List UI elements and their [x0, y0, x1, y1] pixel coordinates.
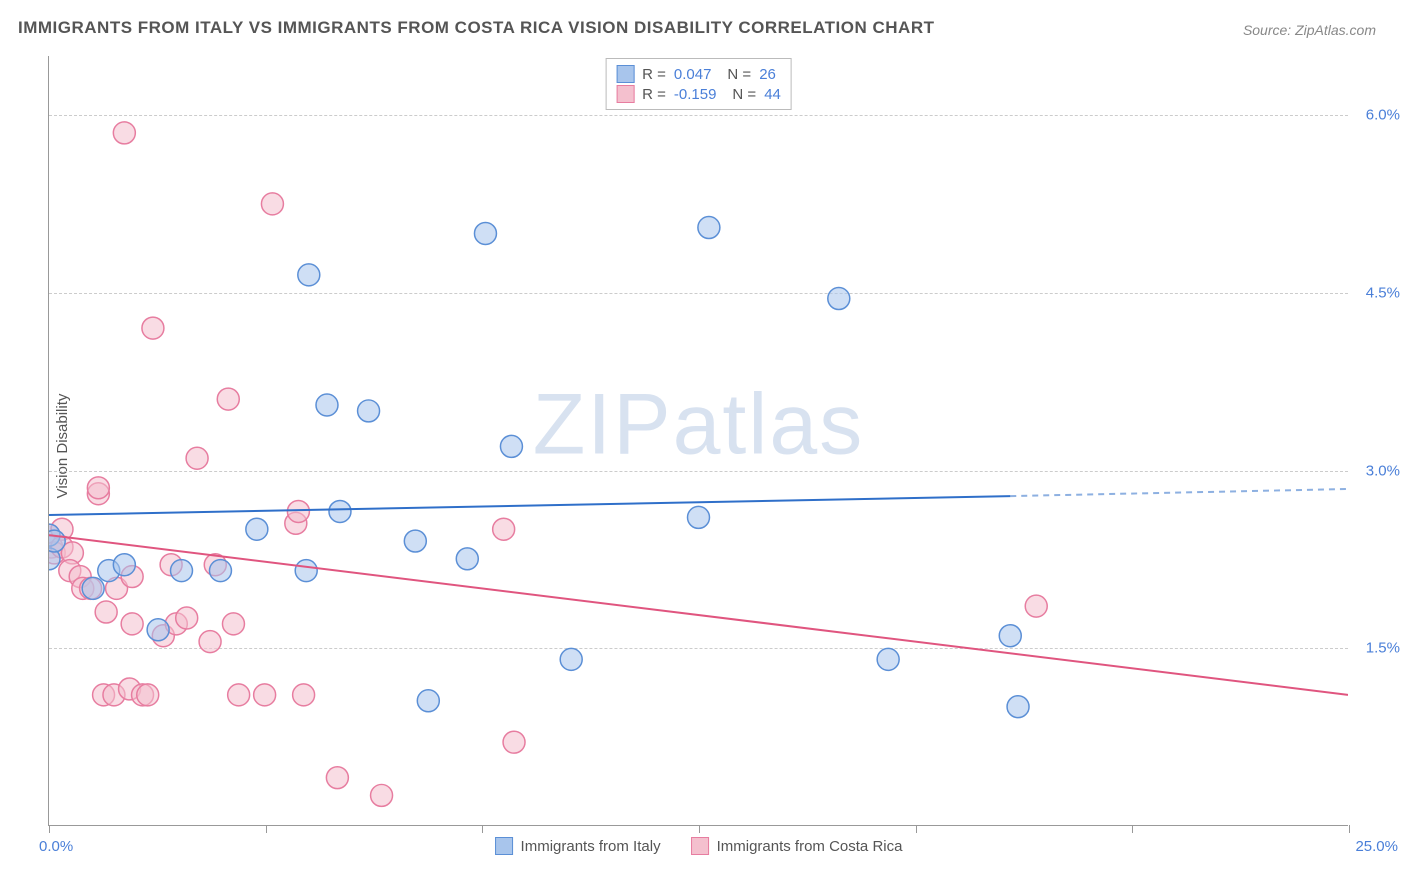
- data-point: [417, 690, 439, 712]
- data-point: [560, 648, 582, 670]
- data-point: [121, 613, 143, 635]
- data-point: [500, 435, 522, 457]
- data-point: [1025, 595, 1047, 617]
- data-point: [246, 518, 268, 540]
- data-point: [295, 560, 317, 582]
- x-tick: [266, 825, 267, 833]
- data-point: [186, 447, 208, 469]
- data-point: [113, 122, 135, 144]
- legend-n-label: N =: [727, 66, 751, 83]
- source-attribution: Source: ZipAtlas.com: [1243, 22, 1376, 38]
- data-point: [199, 631, 221, 653]
- data-point: [371, 784, 393, 806]
- trendline-italy-extrapolated: [1010, 489, 1348, 496]
- data-point: [999, 625, 1021, 647]
- x-tick: [49, 825, 50, 833]
- data-point: [113, 554, 135, 576]
- legend-r-label: R =: [642, 86, 666, 103]
- data-point: [828, 288, 850, 310]
- data-point: [254, 684, 276, 706]
- y-tick-label: 3.0%: [1366, 462, 1400, 479]
- data-point: [137, 684, 159, 706]
- data-point: [287, 500, 309, 522]
- data-point: [503, 731, 525, 753]
- legend-item-italy: Immigrants from Italy: [495, 837, 661, 855]
- data-point: [1007, 696, 1029, 718]
- x-tick: [482, 825, 483, 833]
- data-point: [261, 193, 283, 215]
- legend-swatch-costarica-icon: [691, 837, 709, 855]
- data-point: [316, 394, 338, 416]
- legend-swatch-costarica: [616, 85, 634, 103]
- scatter-svg: [49, 56, 1348, 825]
- data-point: [176, 607, 198, 629]
- trendline-costarica: [49, 535, 1348, 695]
- legend-n-label: N =: [732, 86, 756, 103]
- legend-r-label: R =: [642, 66, 666, 83]
- y-tick-label: 6.0%: [1366, 107, 1400, 124]
- legend-label-costarica: Immigrants from Costa Rica: [717, 838, 903, 855]
- data-point: [228, 684, 250, 706]
- legend-n-value-costarica: 44: [764, 86, 781, 103]
- data-point: [358, 400, 380, 422]
- legend-row-costarica: R = -0.159 N = 44: [616, 85, 781, 103]
- data-point: [493, 518, 515, 540]
- legend-swatch-italy: [616, 65, 634, 83]
- data-point: [474, 222, 496, 244]
- data-point: [95, 601, 117, 623]
- correlation-legend: R = 0.047 N = 26 R = -0.159 N = 44: [605, 58, 792, 110]
- data-point: [49, 530, 65, 552]
- y-tick-label: 4.5%: [1366, 284, 1400, 301]
- legend-label-italy: Immigrants from Italy: [521, 838, 661, 855]
- data-point: [456, 548, 478, 570]
- data-point: [293, 684, 315, 706]
- data-point: [87, 477, 109, 499]
- trendline-italy: [49, 496, 1010, 515]
- data-point: [298, 264, 320, 286]
- data-point: [329, 500, 351, 522]
- x-axis-max-label: 25.0%: [1355, 838, 1398, 855]
- legend-r-value-italy: 0.047: [674, 66, 712, 83]
- plot-area: ZIPatlas R = 0.047 N = 26 R = -0.159 N =…: [48, 56, 1348, 826]
- y-tick-label: 1.5%: [1366, 640, 1400, 657]
- data-point: [877, 648, 899, 670]
- x-axis-min-label: 0.0%: [39, 838, 73, 855]
- data-point: [688, 506, 710, 528]
- series-legend: Immigrants from Italy Immigrants from Co…: [495, 837, 903, 855]
- legend-r-value-costarica: -0.159: [674, 86, 717, 103]
- data-point: [142, 317, 164, 339]
- x-tick: [1349, 825, 1350, 833]
- data-point: [404, 530, 426, 552]
- x-tick: [916, 825, 917, 833]
- data-point: [209, 560, 231, 582]
- legend-row-italy: R = 0.047 N = 26: [616, 65, 781, 83]
- data-point: [171, 560, 193, 582]
- x-tick: [1132, 825, 1133, 833]
- data-point: [82, 577, 104, 599]
- data-point: [147, 619, 169, 641]
- data-point: [698, 217, 720, 239]
- legend-item-costarica: Immigrants from Costa Rica: [691, 837, 903, 855]
- data-point: [217, 388, 239, 410]
- chart-title: IMMIGRANTS FROM ITALY VS IMMIGRANTS FROM…: [18, 18, 934, 38]
- legend-swatch-italy-icon: [495, 837, 513, 855]
- x-tick: [699, 825, 700, 833]
- data-point: [222, 613, 244, 635]
- data-point: [326, 767, 348, 789]
- legend-n-value-italy: 26: [759, 66, 776, 83]
